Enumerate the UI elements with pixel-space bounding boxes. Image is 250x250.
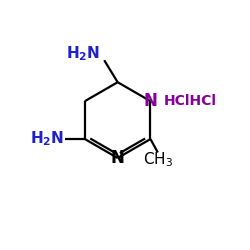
Text: $\mathregular{CH_3}$: $\mathregular{CH_3}$	[143, 150, 173, 169]
Text: N: N	[144, 92, 158, 110]
Text: HClHCl: HClHCl	[164, 94, 217, 108]
Text: $\mathbf{H_2N}$: $\mathbf{H_2N}$	[66, 45, 100, 64]
Text: N: N	[111, 149, 124, 167]
Text: $\mathbf{H_2N}$: $\mathbf{H_2N}$	[30, 130, 64, 148]
